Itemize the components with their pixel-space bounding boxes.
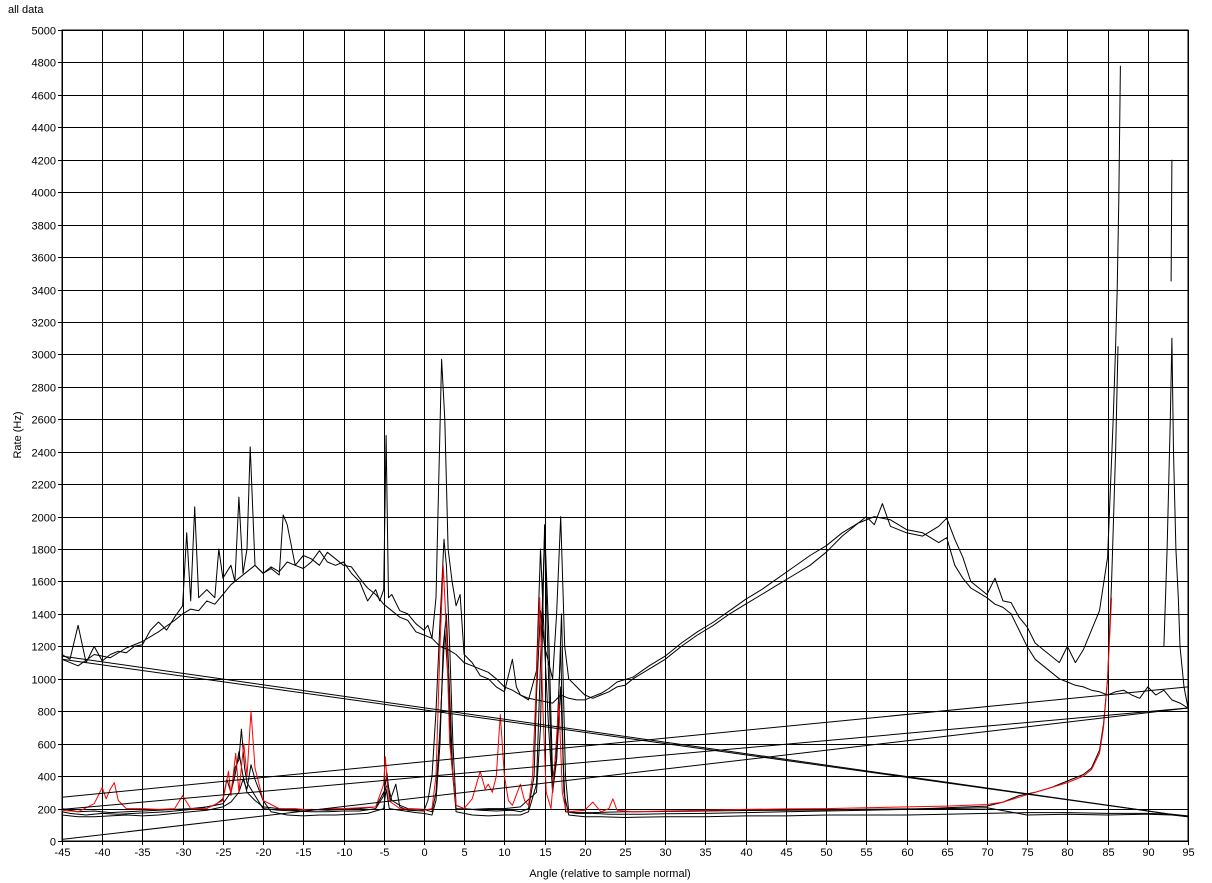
- y-tick-label: 4800: [32, 58, 56, 70]
- series-group: [61, 65, 1189, 840]
- x-tick-label: 75: [1021, 847, 1033, 859]
- x-tick-label: 30: [659, 847, 671, 859]
- x-tick-label: 55: [860, 847, 872, 859]
- y-tick-label: 1200: [32, 642, 56, 654]
- x-axis-label: Angle (relative to sample normal): [529, 868, 690, 880]
- series-line-8: [61, 655, 1189, 818]
- series-line-10: [61, 686, 1189, 798]
- x-tick-label: 90: [1142, 847, 1154, 859]
- y-tick-label: 2200: [32, 480, 56, 492]
- x-tick-label: 35: [699, 847, 711, 859]
- series-line-9: [61, 658, 1189, 818]
- series-line-11: [61, 707, 1189, 810]
- x-tick-label: 10: [498, 847, 510, 859]
- y-tick-label: 2000: [32, 513, 56, 525]
- x-tick-labels: -45 -40 -35 -30 -25 -20 -15 -10 -5 0 5 10 15 20 25 30 35…: [55, 847, 1195, 859]
- y-tick-label: 4200: [32, 156, 56, 168]
- y-tick-label: 800: [38, 707, 56, 719]
- x-tick-label: 5: [461, 847, 467, 859]
- y-tick-label: 0: [50, 837, 56, 849]
- x-tick-label: -20: [256, 847, 272, 859]
- x-tick-label: 20: [579, 847, 591, 859]
- series-line-3: [61, 532, 1189, 818]
- x-tick-label: -35: [135, 847, 151, 859]
- x-tick-label: 15: [539, 847, 551, 859]
- y-tick-label: 1600: [32, 577, 56, 589]
- x-tick-label: 45: [780, 847, 792, 859]
- x-tick-label: 70: [981, 847, 993, 859]
- x-tick-label: 80: [1061, 847, 1073, 859]
- x-tick-label: -15: [296, 847, 312, 859]
- x-tick-label: 60: [901, 847, 913, 859]
- y-tick-label: 600: [38, 740, 56, 752]
- y-tick-label: 4000: [32, 188, 56, 200]
- x-tick-label: -5: [380, 847, 390, 859]
- y-tick-label: 1800: [32, 545, 56, 557]
- series-line-6: [1170, 159, 1173, 282]
- x-tick-label: -40: [95, 847, 111, 859]
- x-tick-label: -45: [55, 847, 71, 859]
- series-line-4: [61, 524, 1189, 818]
- y-tick-label: 2400: [32, 448, 56, 460]
- x-tick-label: 65: [941, 847, 953, 859]
- x-tick-label: 0: [421, 847, 427, 859]
- x-tick-label: -10: [337, 847, 353, 859]
- y-tick-label: 200: [38, 805, 56, 817]
- y-tick-label: 3800: [32, 221, 56, 233]
- y-tick-label: 1400: [32, 610, 56, 622]
- grid: [58, 29, 1189, 845]
- y-tick-label: 3400: [32, 286, 56, 298]
- x-tick-label: 85: [1102, 847, 1114, 859]
- x-tick-label: -25: [216, 847, 232, 859]
- chart-title: all data: [8, 4, 44, 16]
- y-tick-label: 3000: [32, 350, 56, 362]
- x-tick-label: 50: [820, 847, 832, 859]
- y-tick-label: 1000: [32, 675, 56, 687]
- series-line-7: [61, 564, 1113, 813]
- y-tick-label: 2600: [32, 415, 56, 427]
- x-tick-label: 25: [619, 847, 631, 859]
- x-tick-label: 40: [740, 847, 752, 859]
- y-tick-label: 400: [38, 772, 56, 784]
- series-line-0: [61, 65, 1121, 701]
- series-line-5: [1163, 337, 1189, 709]
- x-tick-label: -30: [176, 847, 192, 859]
- x-tick-label: 95: [1182, 847, 1194, 859]
- series-line-12: [61, 707, 1189, 840]
- y-tick-label: 3600: [32, 253, 56, 265]
- y-tick-label: 4600: [32, 91, 56, 103]
- y-tick-label: 3200: [32, 318, 56, 330]
- y-tick-label: 2800: [32, 383, 56, 395]
- y-tick-label: 5000: [32, 26, 56, 38]
- series-line-1: [61, 516, 1189, 709]
- y-axis-label: Rate (Hz): [12, 411, 24, 458]
- y-tick-labels: 0 200 400 600 800 1000 1200 1400 1600 1800 2000 220…: [32, 26, 56, 849]
- y-tick-label: 4400: [32, 123, 56, 135]
